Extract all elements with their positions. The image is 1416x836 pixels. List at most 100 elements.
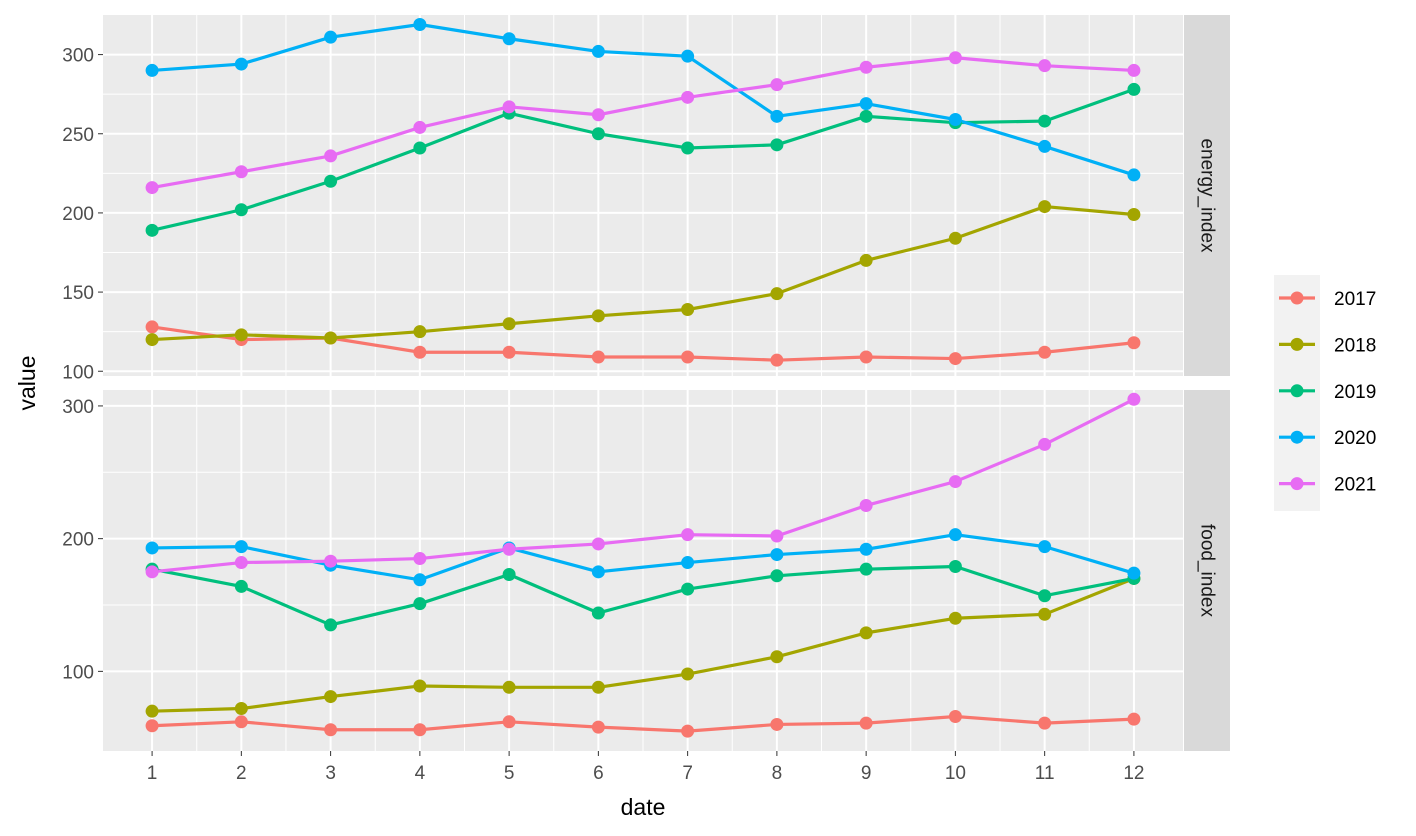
data-point-2019 — [413, 141, 427, 155]
data-point-2018 — [234, 702, 248, 716]
legend-key-point — [1290, 477, 1304, 491]
legend-item-2017: 2017 — [1279, 289, 1376, 310]
legend-item-2021: 2021 — [1279, 475, 1376, 496]
data-point-2017 — [859, 716, 873, 730]
data-point-2017 — [145, 719, 159, 733]
data-point-2020 — [770, 548, 784, 562]
x-tick-label: 9 — [861, 763, 872, 784]
data-point-2021 — [948, 475, 962, 489]
data-point-2017 — [413, 723, 427, 737]
data-point-2019 — [681, 582, 695, 596]
data-point-2017 — [591, 720, 605, 734]
data-point-2017 — [1038, 716, 1052, 730]
data-point-2018 — [1038, 200, 1052, 214]
data-point-2020 — [770, 109, 784, 123]
data-point-2020 — [145, 63, 159, 77]
data-point-2019 — [234, 579, 248, 593]
legend-item-2020: 2020 — [1279, 428, 1376, 449]
data-point-2018 — [948, 611, 962, 625]
data-point-2017 — [770, 353, 784, 367]
data-point-2021 — [1038, 437, 1052, 451]
data-point-2019 — [591, 127, 605, 141]
y-tick-label: 100 — [62, 662, 94, 683]
data-point-2019 — [1038, 589, 1052, 603]
x-tick-label: 2 — [236, 763, 247, 784]
data-point-2017 — [1127, 712, 1141, 726]
data-point-2018 — [681, 667, 695, 681]
data-point-2017 — [948, 352, 962, 366]
data-point-2020 — [1127, 168, 1141, 182]
x-tick-label: 4 — [415, 763, 426, 784]
data-point-2020 — [681, 556, 695, 570]
data-point-2021 — [1127, 63, 1141, 77]
data-point-2018 — [1127, 208, 1141, 221]
data-point-2021 — [324, 149, 338, 163]
series-line-2021 — [151, 397, 1135, 574]
legend-key-point — [1290, 384, 1304, 398]
data-point-2018 — [145, 333, 159, 347]
data-point-2021 — [145, 181, 159, 195]
data-point-2021 — [859, 60, 873, 74]
data-point-2020 — [1127, 566, 1141, 580]
data-point-2019 — [502, 567, 516, 581]
data-point-2020 — [859, 542, 873, 556]
series-line-2018 — [152, 204, 1135, 342]
data-point-2017 — [859, 350, 873, 364]
series-line-2020 — [151, 22, 1135, 177]
panel-food_index: 100 200 300 food_index — [62, 390, 1230, 751]
x-tick-label: 1 — [147, 763, 158, 784]
x-tick-label: 6 — [593, 763, 604, 784]
data-point-2018 — [413, 325, 427, 339]
series-line-2018 — [152, 576, 1135, 713]
x-axis-title: date — [621, 794, 666, 820]
data-point-2020 — [234, 540, 248, 554]
data-point-2019 — [324, 174, 338, 188]
y-tick-label: 200 — [62, 204, 94, 225]
legend: 2017 2018 2019 2020 2021 — [1274, 275, 1376, 511]
data-point-2021 — [413, 120, 427, 134]
data-point-2017 — [1038, 345, 1052, 359]
data-point-2018 — [859, 626, 873, 640]
data-point-2017 — [948, 709, 962, 723]
data-point-2021 — [502, 542, 516, 556]
facet-strip — [1184, 390, 1230, 751]
y-tick-label: 300 — [62, 46, 94, 67]
legend-label: 2019 — [1334, 382, 1376, 403]
data-point-2017 — [502, 345, 516, 359]
data-point-2020 — [681, 49, 695, 63]
data-point-2018 — [948, 231, 962, 245]
data-point-2018 — [502, 680, 516, 694]
panel-energy_index: 100 150 200 250 300 energy_index — [62, 15, 1230, 383]
legend-key-point — [1290, 337, 1304, 351]
data-point-2020 — [234, 57, 248, 71]
legend-item-2019: 2019 — [1279, 382, 1376, 403]
data-point-2021 — [770, 529, 784, 543]
facet-strip-label: food_index — [1197, 524, 1218, 617]
data-point-2021 — [234, 165, 248, 179]
y-tick-label: 150 — [62, 283, 94, 304]
x-tick-label: 8 — [772, 763, 783, 784]
data-point-2020 — [502, 32, 516, 46]
data-point-2018 — [234, 328, 248, 342]
data-point-2018 — [859, 253, 873, 267]
series-line-2019 — [151, 564, 1135, 627]
data-point-2019 — [413, 597, 427, 611]
x-tick-label: 3 — [325, 763, 336, 784]
data-point-2017 — [145, 320, 159, 334]
data-point-2020 — [413, 18, 427, 31]
data-point-2017 — [681, 724, 695, 738]
data-point-2018 — [145, 704, 159, 718]
legend-label: 2018 — [1334, 335, 1376, 356]
data-point-2021 — [948, 51, 962, 65]
legend-label: 2020 — [1334, 428, 1376, 449]
data-point-2019 — [948, 560, 962, 574]
data-point-2020 — [591, 44, 605, 58]
data-point-2018 — [1038, 607, 1052, 621]
data-point-2021 — [591, 108, 605, 122]
data-point-2019 — [770, 569, 784, 583]
data-point-2017 — [770, 717, 784, 731]
data-point-2020 — [413, 573, 427, 587]
data-point-2020 — [591, 565, 605, 579]
y-tick-label: 200 — [62, 530, 94, 551]
